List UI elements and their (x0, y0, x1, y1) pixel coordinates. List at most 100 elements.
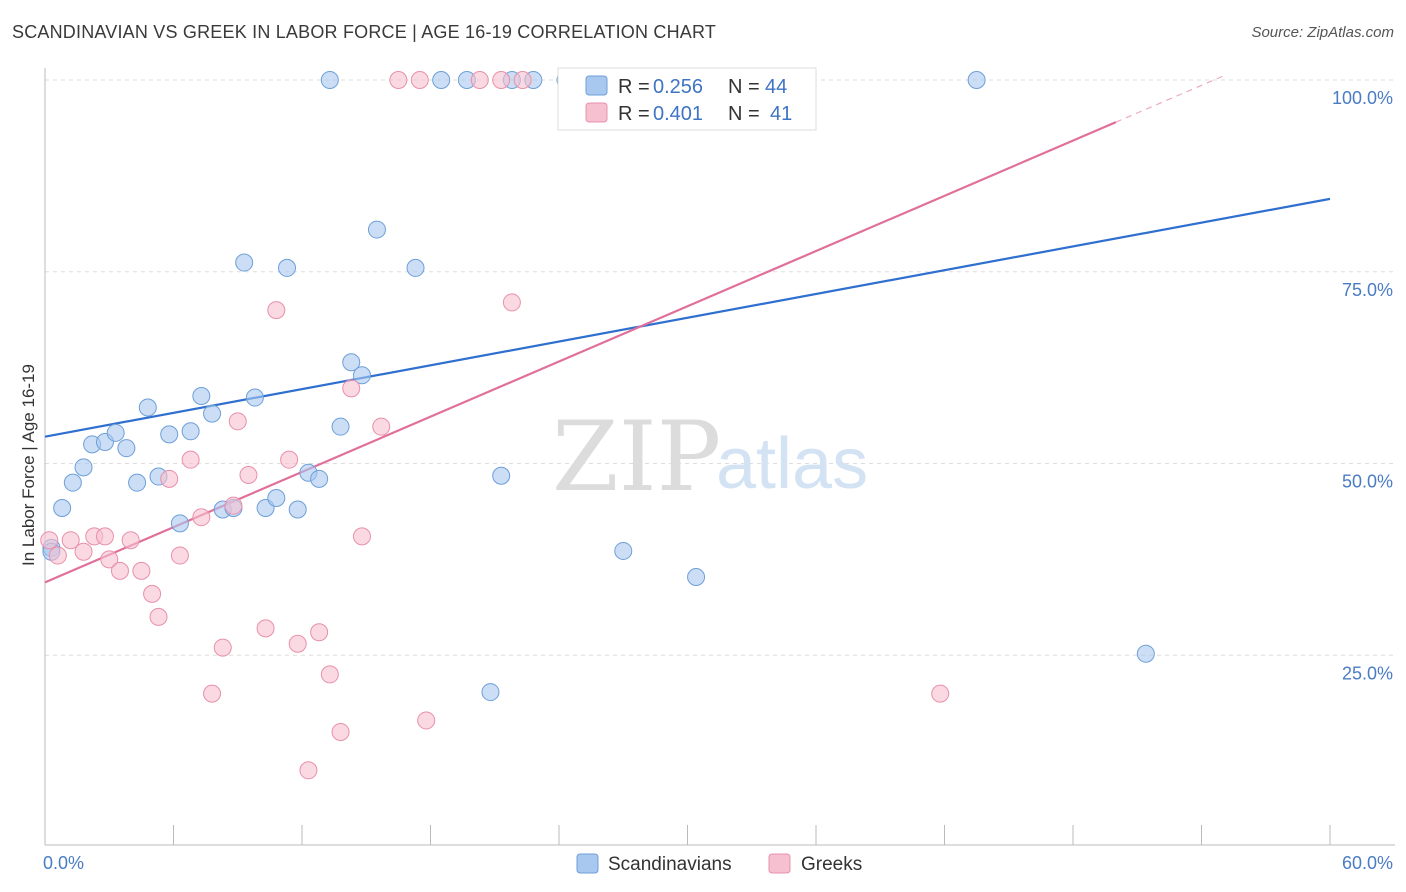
greek-point (331, 722, 350, 741)
greek-point (288, 634, 307, 653)
y-tick-label-3: 25.0% (1342, 663, 1393, 683)
legend-r-label-2: R = (618, 103, 650, 125)
scandinavian-point (492, 466, 511, 485)
greek-point (239, 466, 258, 485)
greek-point (61, 531, 80, 550)
scandinavian-point (614, 541, 633, 560)
greek-point (352, 527, 371, 546)
greek-point (48, 546, 67, 565)
tick-labels: 100.0% 75.0% 50.0% 25.0% 0.0% 60.0% (43, 88, 1393, 873)
scandinavian-point (235, 253, 254, 272)
scandinavian-point (245, 388, 264, 407)
scandinavian-point (53, 498, 72, 517)
grid-lines (45, 79, 1395, 656)
scandinavian-point (1136, 644, 1155, 663)
legend-r-value-2: 0.401 (653, 103, 703, 125)
scandinavian-point (406, 258, 425, 277)
scandinavian-point (128, 473, 147, 492)
greek-point (143, 584, 162, 603)
greek-point (502, 293, 521, 312)
scandinavian-point (331, 417, 350, 436)
scandinavian-point (481, 683, 500, 702)
scandinavian-point (181, 422, 200, 441)
greek-point (170, 546, 189, 565)
watermark-zip: ZIP (552, 401, 721, 513)
greek-point (389, 71, 408, 89)
legend-r-value-1: 0.256 (653, 76, 703, 98)
watermark-atlas: atlas (716, 424, 868, 504)
greek-point (160, 469, 179, 488)
chart-title: SCANDINAVIAN VS GREEK IN LABOR FORCE | A… (12, 22, 717, 42)
greek-point (267, 301, 286, 320)
legend-swatch-scandinavians (576, 853, 599, 874)
greek-point (100, 550, 119, 569)
legend-n-value-1: 44 (765, 76, 787, 98)
source-label: Source: ZipAtlas.com (1251, 24, 1394, 41)
greek-point (228, 412, 247, 431)
scandinavian-point (320, 71, 339, 89)
scandinavian-point (106, 423, 125, 442)
scandinavian-point (74, 458, 93, 477)
greek-point (74, 542, 93, 561)
correlation-legend: R = 0.256 N = 44 R = 0.401 N = 41 (557, 67, 817, 131)
scandinavian-point (967, 71, 986, 89)
greek-point (280, 450, 299, 469)
scandinavian-point (310, 469, 329, 488)
greek-trend-extension (1115, 75, 1224, 123)
scandinavian-point (203, 404, 222, 423)
axes (44, 68, 1395, 846)
legend-label-scandinavians: Scandinavians (608, 854, 732, 875)
greek-point (492, 71, 511, 89)
legend-swatch-greeks (768, 853, 791, 874)
greek-point (224, 496, 243, 515)
scandinavian-point (160, 425, 179, 444)
series-legend: Scandinavians Greeks (576, 853, 862, 875)
greek-point (40, 531, 59, 550)
y-axis-label: In Labor Force | Age 16-19 (19, 364, 38, 566)
legend-n-label-2: N = (728, 103, 760, 125)
greek-point (320, 665, 339, 684)
greek-point (132, 561, 151, 580)
greek-point (342, 379, 361, 398)
legend-n-label-1: N = (728, 76, 760, 98)
greek-point (417, 711, 436, 730)
x-tick-label-1: 60.0% (1342, 853, 1393, 873)
scandinavian-point (117, 439, 136, 458)
scandinavian-point (267, 489, 286, 508)
greek-point (213, 638, 232, 657)
scandinavian-point (288, 500, 307, 519)
greek-point (372, 417, 391, 436)
y-tick-label-0: 100.0% (1332, 88, 1393, 108)
greek-point (513, 71, 532, 89)
greek-point (410, 71, 429, 89)
y-tick-label-1: 75.0% (1342, 280, 1393, 300)
greek-point (192, 508, 211, 527)
greek-point (95, 527, 114, 546)
legend-label-greeks: Greeks (801, 854, 862, 875)
legend-r-label-1: R = (618, 76, 650, 98)
greek-point (181, 450, 200, 469)
scandinavian-point (170, 514, 189, 533)
greek-point (110, 561, 129, 580)
scandinavian-point (192, 387, 211, 406)
legend-swatch-pink (585, 102, 608, 123)
scandinavian-point (352, 366, 371, 385)
greek-point (121, 531, 140, 550)
greek-point (149, 607, 168, 626)
greek-point (299, 761, 318, 780)
legend-n-value-2: 41 (770, 103, 792, 125)
scandinavian-point (342, 353, 361, 372)
greek-point (931, 684, 950, 703)
greek-point (256, 619, 275, 638)
scandinavian-point (367, 220, 386, 239)
x-tick-label-0: 0.0% (43, 853, 84, 873)
greek-point (310, 623, 329, 642)
y-tick-label-2: 50.0% (1342, 472, 1393, 492)
scandinavian-point (432, 71, 451, 89)
greek-point (203, 684, 222, 703)
scandinavian-point (687, 568, 706, 587)
scandinavian-point (138, 398, 157, 417)
scandinavian-point (63, 473, 82, 492)
greek-point (470, 71, 489, 89)
